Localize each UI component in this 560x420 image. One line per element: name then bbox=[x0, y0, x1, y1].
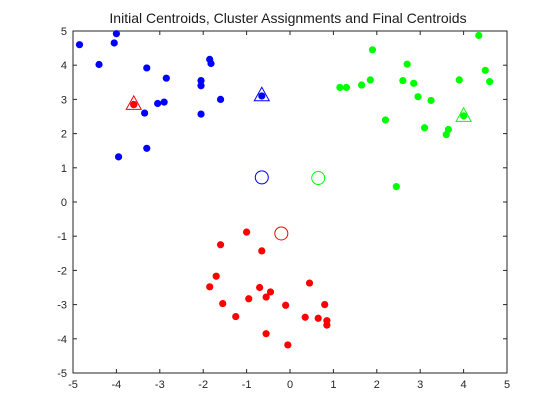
data-point bbox=[207, 59, 215, 68]
x-axis: -5 -4 -3 -2 -1 0 1 2 3 4 5 bbox=[68, 31, 510, 391]
final-centroid-marker bbox=[125, 94, 143, 110]
data-point bbox=[358, 81, 366, 89]
data-point bbox=[245, 295, 253, 303]
data-point bbox=[143, 64, 151, 72]
data-point bbox=[323, 321, 331, 329]
data-point bbox=[258, 247, 266, 255]
data-point bbox=[314, 314, 322, 322]
data-point bbox=[110, 39, 118, 47]
data-point bbox=[114, 153, 123, 161]
y-tick-label: -5 bbox=[57, 368, 67, 380]
data-point bbox=[197, 82, 205, 90]
data-point bbox=[143, 144, 151, 152]
data-point bbox=[197, 110, 205, 118]
data-point bbox=[232, 312, 240, 321]
data-point bbox=[410, 79, 418, 87]
chart-title: Initial Centroids, Cluster Assignments a… bbox=[109, 10, 466, 26]
data-point bbox=[455, 76, 463, 84]
data-point bbox=[258, 92, 266, 100]
data-point bbox=[112, 30, 120, 38]
data-point bbox=[486, 78, 494, 86]
data-point bbox=[427, 96, 435, 105]
y-tick-label: 3 bbox=[61, 94, 67, 106]
y-tick-label: 0 bbox=[61, 197, 67, 209]
plot-area bbox=[72, 30, 508, 374]
data-point bbox=[75, 41, 84, 49]
data-point bbox=[262, 330, 270, 338]
data-point bbox=[282, 301, 290, 309]
y-tick-label: -2 bbox=[57, 265, 67, 277]
data-point bbox=[284, 341, 292, 349]
data-point bbox=[475, 31, 483, 40]
data-point bbox=[162, 74, 170, 82]
data-point bbox=[301, 313, 309, 321]
data-point bbox=[212, 272, 220, 280]
data-point bbox=[216, 241, 225, 249]
data-point bbox=[262, 293, 270, 301]
y-axis: -5 -4 -3 -2 -1 0 1 2 3 4 5 bbox=[57, 26, 507, 380]
data-point bbox=[141, 109, 149, 117]
data-point bbox=[481, 66, 489, 74]
y-tick-label: 1 bbox=[61, 163, 67, 175]
data-point bbox=[256, 283, 264, 292]
x-tick-label: 4 bbox=[461, 379, 467, 391]
data-point bbox=[266, 288, 275, 296]
initial-centroid-marker bbox=[274, 226, 289, 241]
data-point bbox=[321, 301, 329, 309]
data-point bbox=[342, 83, 351, 92]
data-point bbox=[399, 76, 407, 85]
y-tick-label: -1 bbox=[57, 231, 67, 243]
data-point bbox=[460, 112, 468, 120]
x-tick-label: -5 bbox=[68, 379, 78, 391]
x-tick-label: 5 bbox=[504, 379, 510, 391]
x-tick-label: 2 bbox=[374, 379, 380, 391]
data-point bbox=[130, 100, 138, 109]
y-tick-label: -4 bbox=[57, 334, 67, 346]
data-point bbox=[243, 228, 251, 236]
final-centroid-marker bbox=[455, 106, 472, 122]
x-tick-label: -1 bbox=[242, 379, 252, 391]
x-tick-label: 0 bbox=[287, 379, 293, 391]
initial-centroid-marker bbox=[254, 170, 269, 185]
data-point bbox=[154, 99, 162, 108]
data-point bbox=[305, 279, 314, 287]
data-point bbox=[206, 283, 214, 291]
data-point bbox=[160, 98, 168, 106]
x-tick-label: 1 bbox=[330, 379, 336, 391]
data-point bbox=[368, 46, 377, 54]
y-tick-label: -3 bbox=[57, 300, 67, 312]
data-points bbox=[75, 30, 494, 349]
data-point bbox=[95, 60, 103, 69]
centroid-markers bbox=[125, 86, 472, 241]
x-tick-label: -3 bbox=[155, 379, 165, 391]
y-tick-label: 5 bbox=[61, 26, 67, 38]
data-point bbox=[336, 83, 344, 92]
data-point bbox=[381, 116, 390, 124]
x-tick-label: -4 bbox=[112, 379, 122, 391]
data-point bbox=[392, 183, 400, 191]
x-tick-label: -2 bbox=[198, 379, 208, 391]
data-point bbox=[219, 299, 227, 308]
y-tick-label: 2 bbox=[61, 129, 67, 141]
data-point bbox=[420, 124, 429, 132]
initial-centroid-marker bbox=[311, 171, 326, 186]
y-tick-label: 4 bbox=[61, 60, 67, 72]
data-point bbox=[403, 60, 411, 68]
x-tick-label: 3 bbox=[417, 379, 423, 391]
data-point bbox=[414, 93, 422, 101]
data-point bbox=[366, 76, 374, 84]
data-point bbox=[197, 76, 205, 85]
final-centroid-marker bbox=[253, 86, 271, 102]
data-point bbox=[442, 131, 450, 139]
data-point bbox=[216, 95, 225, 103]
